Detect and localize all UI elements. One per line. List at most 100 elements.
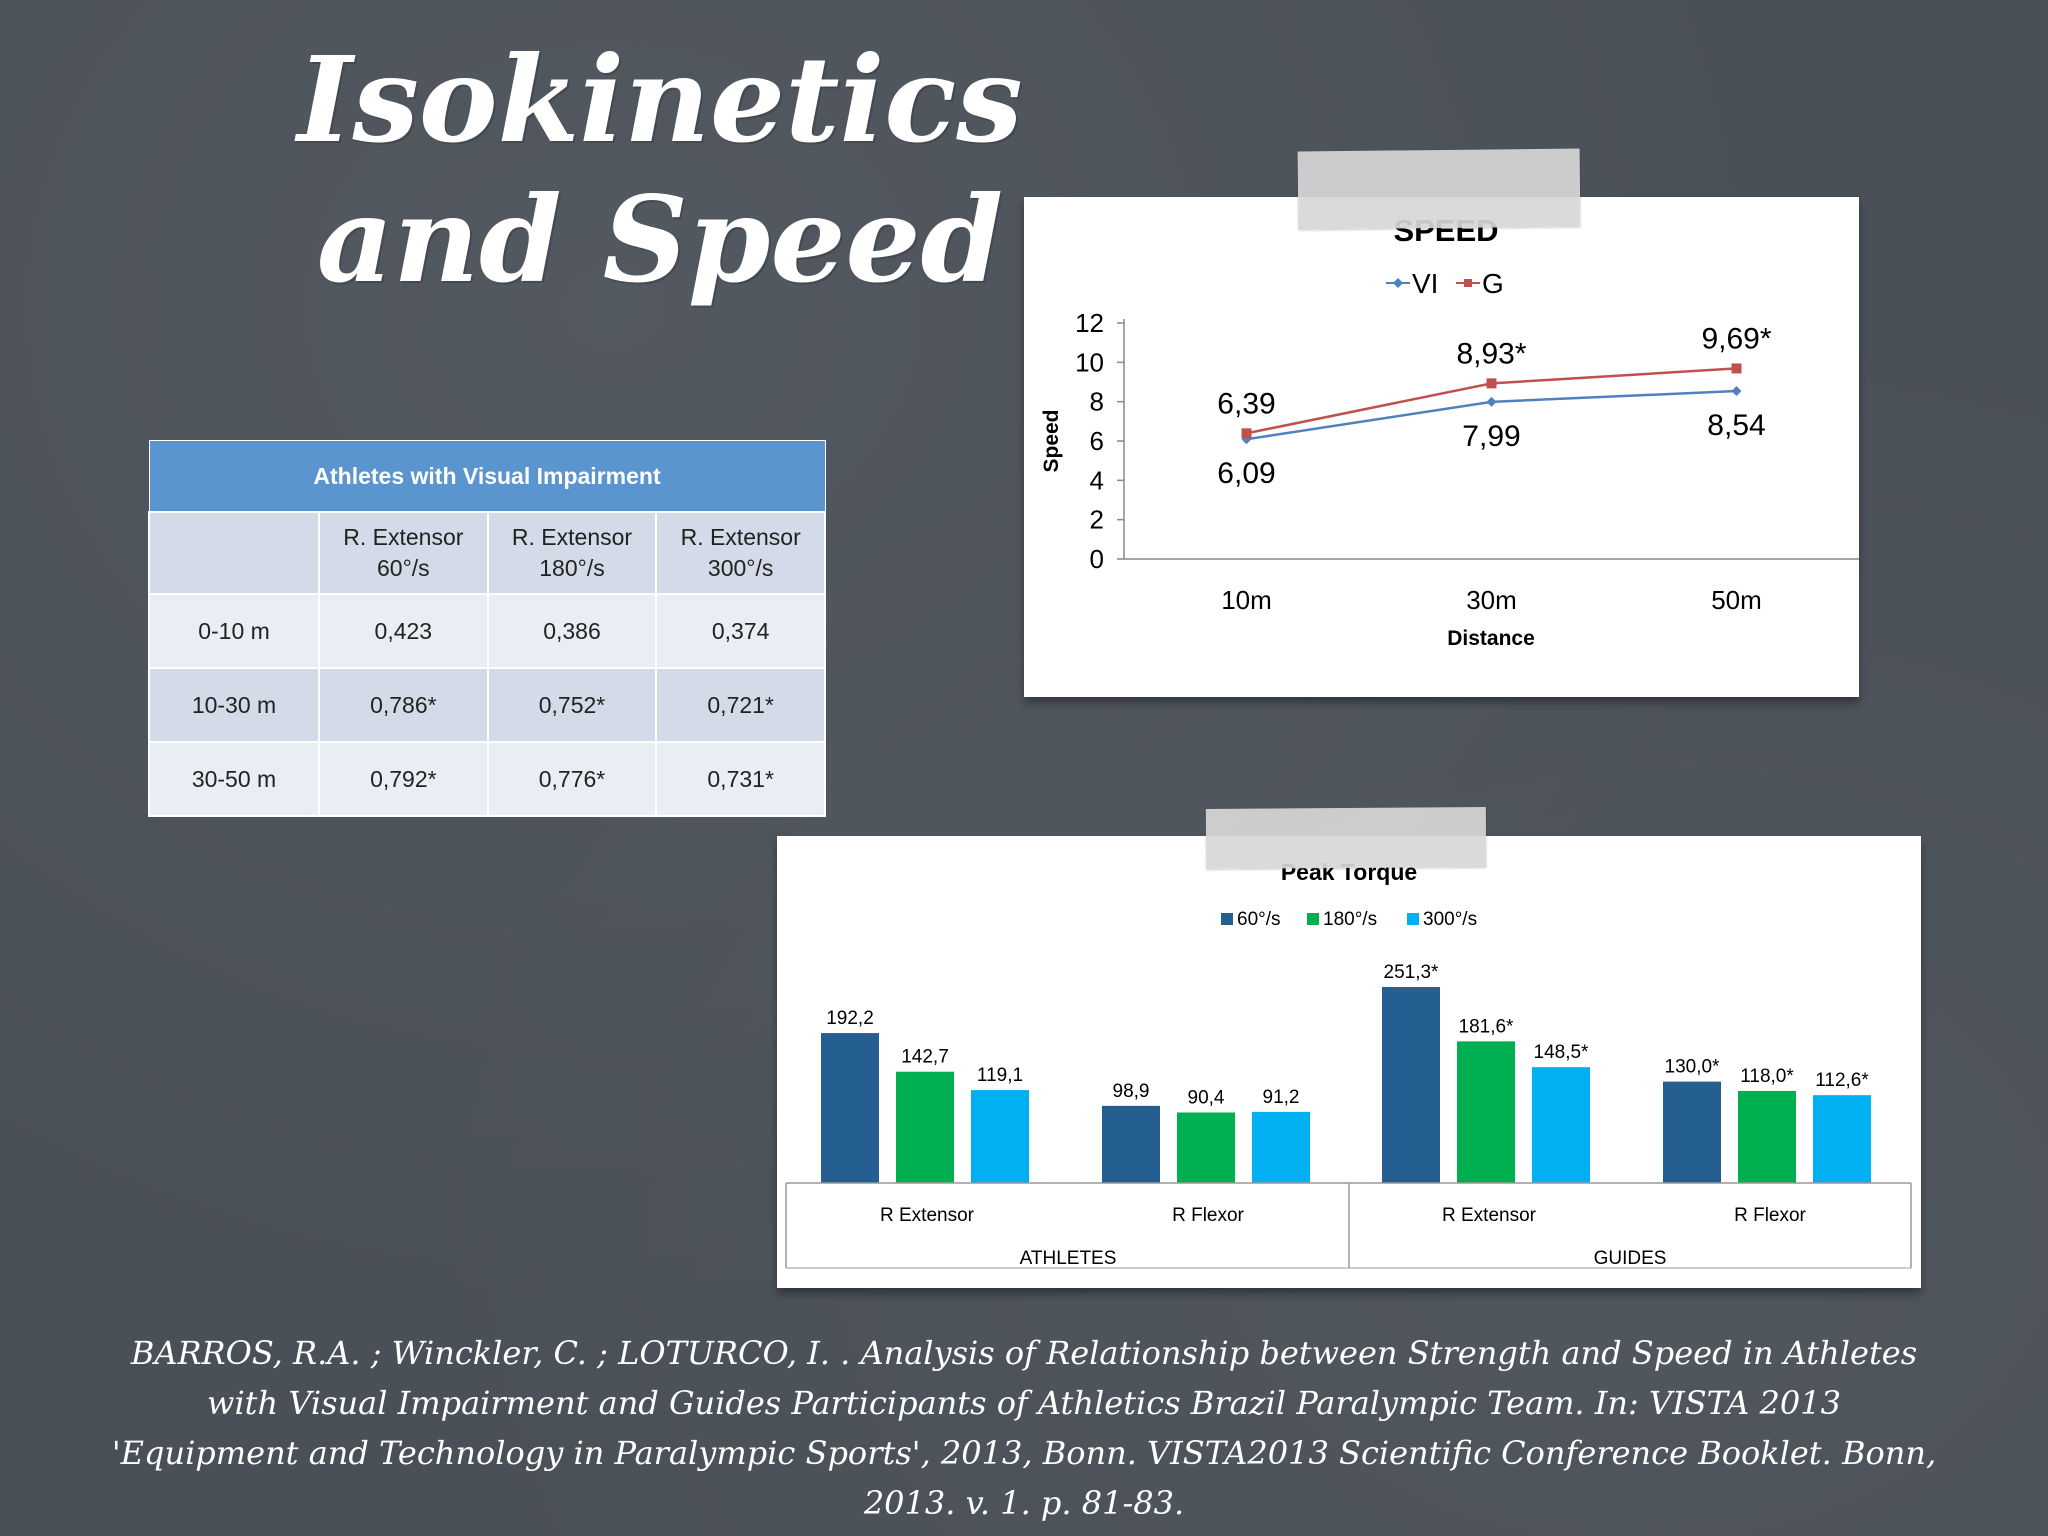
x-tick-label: 10m [1221, 585, 1272, 615]
header-line2: 180°/s [539, 555, 605, 581]
bar [1532, 1067, 1590, 1183]
data-label: 6,39 [1217, 387, 1275, 420]
bar [821, 1033, 879, 1183]
header-line1: R. Extensor [343, 524, 464, 550]
category-label: R Extensor [1442, 1205, 1537, 1226]
legend-item: 180°/s [1307, 909, 1377, 930]
y-tick-label: 2 [1090, 505, 1104, 535]
legend-item: 300°/s [1407, 909, 1477, 930]
table-header-cell: R. Extensor 300°/s [655, 511, 826, 595]
bar [1663, 1081, 1721, 1183]
row-label: 10-30 m [148, 667, 320, 743]
table-cell: 0,752* [486, 667, 658, 743]
header-line1: R. Extensor [511, 524, 633, 550]
bar-value-label: 118,0* [1740, 1066, 1794, 1087]
data-label: 7,99 [1462, 420, 1520, 453]
y-tick-label: 12 [1075, 308, 1104, 338]
table-caption: Athletes with Visual Impairment [148, 440, 826, 513]
legend-label: 300°/s [1423, 909, 1477, 930]
slide-title: Isokinetics and Speed [280, 30, 1040, 310]
data-label: 8,54 [1707, 409, 1765, 442]
data-point [1241, 428, 1252, 439]
bar [1813, 1095, 1871, 1183]
category-label: R Extensor [880, 1205, 975, 1226]
y-axis-title: Speed [1040, 409, 1063, 472]
bar-value-label: 119,1 [977, 1065, 1023, 1086]
table-cell: 0,776* [486, 741, 658, 817]
data-label: 8,93* [1456, 337, 1526, 370]
bar [1382, 986, 1440, 1183]
legend-swatch [1307, 913, 1319, 925]
legend-label: 180°/s [1323, 909, 1377, 930]
bar [1102, 1105, 1160, 1183]
bar-value-label: 148,5* [1534, 1042, 1590, 1063]
table-row: 10-30 m 0,786* 0,752* 0,721* [148, 667, 826, 743]
group-label: ATHLETES [1020, 1248, 1117, 1269]
bar [1252, 1111, 1310, 1183]
data-point [1486, 378, 1497, 389]
bar [1457, 1041, 1515, 1183]
y-tick-label: 10 [1075, 347, 1104, 377]
table-row: 0-10 m 0,423 0,386 0,374 [148, 593, 826, 669]
y-tick-label: 6 [1090, 426, 1104, 456]
legend-label: G [1482, 268, 1504, 299]
legend-label: 60°/s [1237, 909, 1281, 930]
x-axis-title: Distance [1447, 627, 1535, 650]
legend-item: 60°/s [1221, 909, 1281, 930]
row-label: 0-10 m [148, 593, 320, 669]
table-cell: 0,721* [655, 667, 826, 743]
data-point [1731, 386, 1742, 397]
bar [896, 1071, 954, 1183]
bar-value-label: 142,7 [901, 1047, 949, 1068]
data-label: 6,09 [1217, 457, 1275, 490]
legend-marker [1464, 279, 1472, 287]
tape-decoration [1205, 807, 1487, 869]
table-row: 30-50 m 0,792* 0,776* 0,731* [148, 741, 826, 817]
slide-title-line1: Isokinetics [297, 30, 1023, 169]
legend-swatch [1407, 913, 1419, 925]
legend-marker [1393, 278, 1403, 288]
vi-table: Athletes with Visual Impairment R. Exten… [148, 440, 826, 817]
bar-value-label: 181,6* [1459, 1016, 1515, 1037]
bar-value-label: 91,2 [1263, 1087, 1300, 1108]
torque-chart-card: Peak Torque 60°/s 180°/s 300°/s 192,2 142,7 11… [777, 836, 1921, 1288]
table-header-cell: R. Extensor 60°/s [318, 511, 489, 595]
table-header-cell: R. Extensor 180°/s [486, 511, 658, 595]
table-cell: 0,423 [318, 593, 489, 669]
speed-chart-card: SPEED VI G 0 2 4 6 8 10 12 10m 30m 50m Distance Speed 6… [1024, 197, 1859, 697]
data-point [1731, 363, 1742, 374]
table-corner-cell [148, 511, 320, 595]
table-cell: 0,731* [655, 741, 826, 817]
bar [1738, 1090, 1796, 1183]
bar-value-label: 130,0* [1665, 1057, 1721, 1078]
table-cell: 0,792* [318, 741, 489, 817]
legend-swatch [1221, 913, 1233, 925]
row-label: 30-50 m [148, 741, 320, 817]
y-tick-label: 0 [1090, 544, 1104, 574]
legend-item: G [1456, 268, 1504, 299]
legend-label: VI [1412, 268, 1438, 299]
bar-value-label: 98,9 [1113, 1081, 1150, 1102]
bar [971, 1090, 1029, 1183]
slide-title-line2: and Speed [316, 170, 1004, 309]
header-line2: 300°/s [707, 555, 774, 581]
header-line2: 60°/s [376, 555, 430, 581]
table-header-row: R. Extensor 60°/s R. Extensor 180°/s R. Ex… [148, 511, 826, 595]
table-cell: 0,374 [655, 593, 826, 669]
bar [1177, 1112, 1235, 1183]
header-line1: R. Extensor [680, 524, 801, 550]
tape-decoration [1297, 148, 1581, 230]
x-tick-label: 50m [1711, 585, 1762, 615]
table-cell: 0,786* [318, 667, 489, 743]
x-tick-label: 30m [1466, 585, 1517, 615]
y-tick-label: 8 [1090, 387, 1104, 417]
data-point [1241, 434, 1252, 445]
legend-item: VI [1386, 268, 1438, 299]
category-label: R Flexor [1734, 1205, 1806, 1226]
group-label: GUIDES [1594, 1248, 1667, 1269]
y-tick-label: 4 [1090, 465, 1104, 495]
reference-text: BARROS, R.A. ; Winckler, C. ; LOTURCO, I… [111, 1334, 1937, 1522]
bar-value-label: 90,4 [1188, 1087, 1225, 1108]
